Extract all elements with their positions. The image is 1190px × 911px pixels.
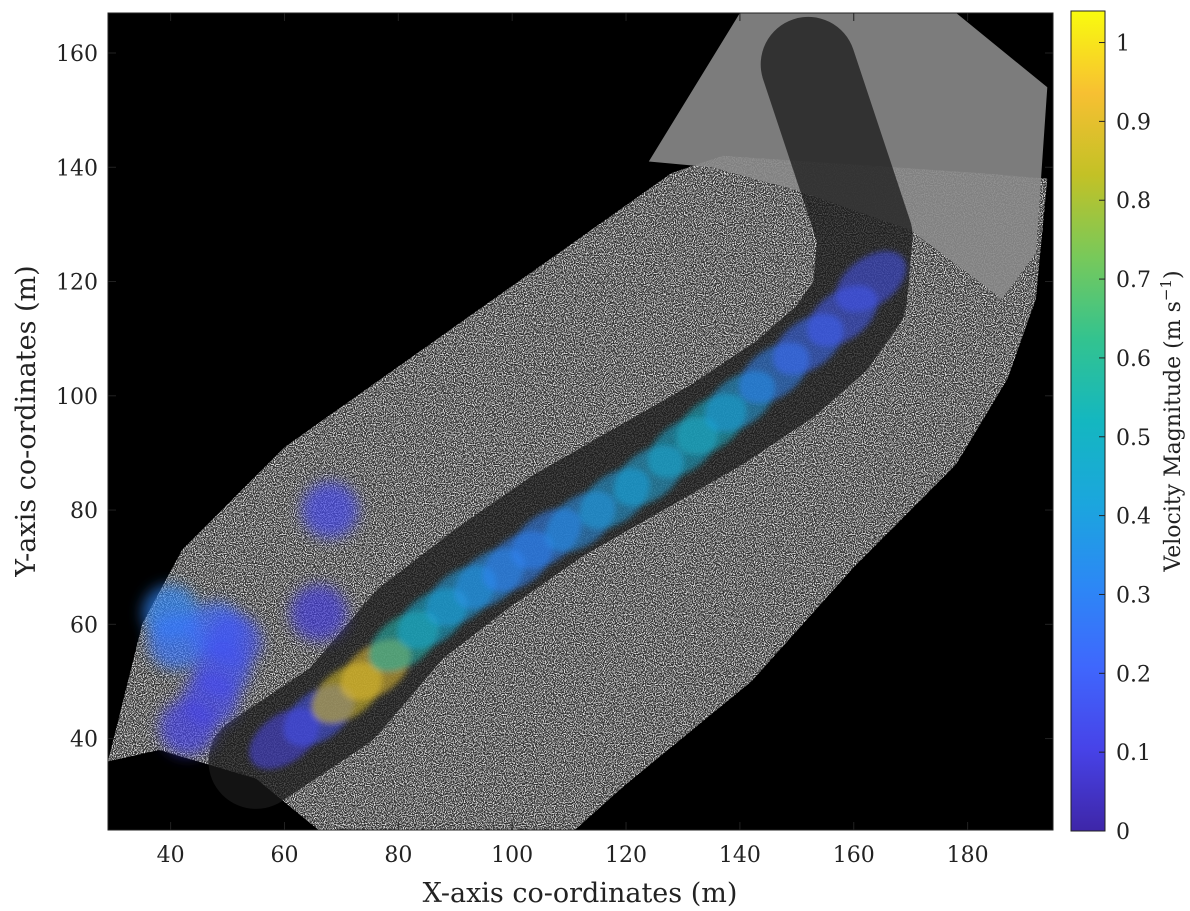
y-tick-label: 120 <box>56 271 98 296</box>
colorbar-tick-label: 0.1 <box>1116 741 1151 766</box>
colorbar-tick-label: 0.7 <box>1116 268 1151 293</box>
colorbar-label: Velocity Magnitude <box>1161 356 1186 573</box>
colorbar-tick-label: 0.9 <box>1116 110 1151 135</box>
colorbar-tick-label: 0.2 <box>1116 662 1151 687</box>
colorbar: 0 0.1 0.2 0.3 0.4 0.5 0.6 0.7 0.8 0.9 1 Velocity M… <box>1070 10 1186 845</box>
x-tick-label: 120 <box>605 843 647 868</box>
colorbar-tick-label: 0.6 <box>1116 347 1151 372</box>
y-axis: 40 60 80 100 120 140 160 <box>56 42 1053 753</box>
pool-blob-8 <box>290 584 347 641</box>
colorbar-unit-exponent: −1 <box>1157 279 1175 301</box>
y-tick-label: 80 <box>70 499 98 524</box>
y-tick-label: 160 <box>56 42 98 67</box>
x-tick-label: 80 <box>384 843 412 868</box>
velocity-patch-19 <box>835 251 907 312</box>
colorbar-tick-label: 1 <box>1116 32 1130 57</box>
pool-velocity-layer <box>142 482 359 756</box>
colorbar-unit: (m s <box>1161 301 1186 349</box>
colorbar-gradient <box>1070 10 1106 832</box>
x-tick-label: 60 <box>270 843 298 868</box>
velocity-field-layer <box>249 251 907 770</box>
x-tick-label: 140 <box>719 843 761 868</box>
colorbar-unit-close: ) <box>1161 270 1186 279</box>
y-tick-label: 100 <box>56 385 98 410</box>
x-axis-title: X-axis co-ordinates (m) <box>423 878 738 909</box>
colorbar-tick-label: 0.3 <box>1116 583 1151 608</box>
y-axis-title: Y-axis co-ordinates (m) <box>11 265 42 577</box>
colorbar-title: Velocity Magnitude (m s−1) <box>1157 270 1186 572</box>
colorbar-tick-label: 0.8 <box>1116 189 1151 214</box>
y-tick-label: 60 <box>70 613 98 638</box>
x-tick-label: 100 <box>491 843 533 868</box>
x-tick-label: 40 <box>157 843 185 868</box>
plot-area <box>107 12 1054 831</box>
plot-frame <box>107 12 1054 831</box>
colorbar-tick-label: 0 <box>1116 820 1130 845</box>
y-tick-label: 40 <box>70 728 98 753</box>
x-axis: 40 60 80 100 120 140 160 180 <box>157 13 989 868</box>
x-tick-label: 160 <box>833 843 875 868</box>
y-tick-label: 140 <box>56 156 98 181</box>
x-tick-label: 180 <box>947 843 989 868</box>
pool-blob-7 <box>302 482 359 539</box>
colorbar-tick-label: 0.4 <box>1116 505 1151 530</box>
colorbar-ticks: 0 0.1 0.2 0.3 0.4 0.5 0.6 0.7 0.8 0.9 1 <box>1099 32 1151 845</box>
colorbar-tick-label: 0.5 <box>1116 426 1151 451</box>
pool-blob-6 <box>159 699 216 756</box>
